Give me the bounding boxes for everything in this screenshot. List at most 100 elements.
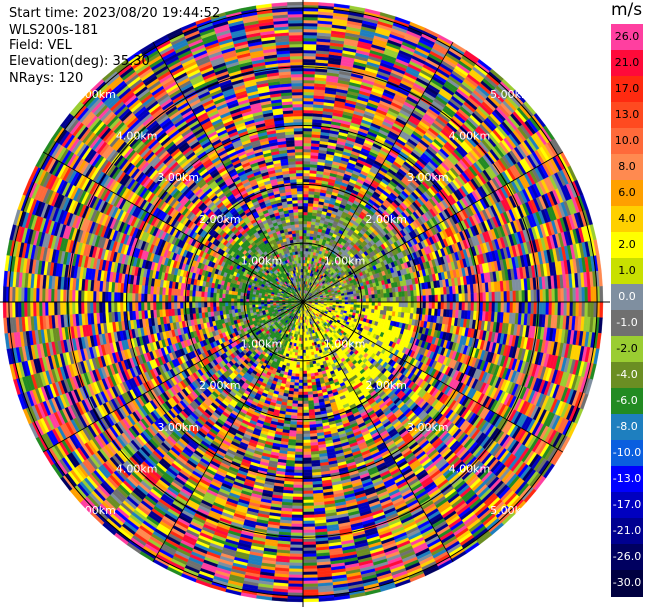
velocity-gate — [302, 211, 308, 216]
velocity-gate — [302, 121, 313, 126]
velocity-gate — [302, 178, 310, 183]
velocity-gate — [353, 293, 357, 297]
velocity-gate — [386, 301, 391, 307]
velocity-gate — [302, 220, 308, 225]
velocity-gate — [302, 184, 310, 189]
velocity-gates — [2, 1, 604, 603]
velocity-gate — [401, 301, 406, 308]
velocity-gate — [452, 301, 457, 311]
velocity-gate — [392, 301, 397, 308]
velocity-gate — [368, 301, 373, 306]
velocity-gate — [306, 229, 311, 234]
velocity-gate — [389, 297, 394, 303]
velocity-gate — [404, 296, 409, 303]
velocity-gate — [458, 293, 463, 303]
velocity-gate — [371, 298, 376, 303]
velocity-gate — [392, 292, 397, 298]
velocity-gate — [307, 217, 312, 222]
velocity-gate — [374, 293, 379, 299]
velocity-gate — [371, 294, 376, 299]
velocity-gate — [356, 304, 361, 309]
velocity-gate — [458, 301, 463, 311]
velocity-gate — [527, 301, 532, 315]
velocity-gate — [449, 293, 454, 303]
velocity-gate — [302, 214, 308, 219]
velocity-gate — [479, 301, 484, 312]
velocity-gate — [353, 296, 358, 300]
velocity-gate — [302, 61, 316, 66]
velocity-gate — [518, 290, 523, 303]
velocity-gate — [401, 307, 406, 313]
velocity-gate — [350, 293, 354, 298]
velocity-gate — [494, 301, 499, 313]
velocity-gate — [368, 294, 373, 299]
velocity-gate — [302, 97, 314, 102]
velocity-gate — [491, 291, 496, 303]
velocity-gate — [539, 301, 544, 315]
velocity-gate — [473, 292, 478, 303]
velocity-gate — [455, 301, 460, 311]
velocity-gate — [302, 127, 313, 132]
velocity-gate — [398, 301, 403, 308]
velocity-gate — [374, 297, 379, 303]
velocity-gate — [344, 297, 349, 300]
velocity-gate — [386, 297, 391, 303]
velocity-gate — [560, 288, 565, 303]
velocity-gate — [347, 296, 352, 300]
velocity-gate — [307, 214, 313, 219]
velocity-gate — [521, 290, 526, 303]
velocity-gate — [371, 301, 376, 306]
velocity-gate — [503, 301, 508, 313]
velocity-gate — [302, 202, 309, 207]
velocity-gate — [302, 1, 319, 6]
velocity-gate — [434, 294, 439, 303]
velocity-gate — [392, 306, 397, 312]
velocity-gate — [302, 217, 308, 222]
velocity-gate — [518, 301, 523, 314]
velocity-gate — [302, 70, 316, 75]
velocity-gate — [302, 31, 318, 36]
velocity-gate — [302, 58, 316, 63]
velocity-gate — [473, 301, 478, 312]
velocity-gate — [374, 301, 379, 307]
velocity-gate — [302, 169, 311, 174]
velocity-gate — [353, 304, 358, 308]
velocity-gate — [305, 238, 310, 243]
velocity-gate — [302, 22, 318, 27]
velocity-gate — [569, 301, 574, 317]
velocity-gate — [500, 301, 505, 313]
velocity-gate — [302, 193, 309, 198]
velocity-gate — [350, 296, 355, 300]
velocity-gate — [410, 296, 415, 303]
velocity-gate — [302, 190, 309, 195]
velocity-gate — [307, 205, 314, 210]
velocity-gate — [539, 289, 544, 303]
velocity-gate — [533, 289, 538, 303]
velocity-gate — [515, 301, 520, 314]
velocity-gate — [557, 301, 562, 316]
velocity-gate — [371, 305, 376, 310]
velocity-gate — [446, 294, 451, 303]
velocity-gate — [368, 305, 373, 310]
velocity-gate — [302, 208, 309, 213]
velocity-gate — [572, 301, 577, 317]
velocity-gate — [302, 199, 309, 204]
velocity-gate — [307, 211, 313, 216]
velocity-gate — [554, 301, 559, 316]
velocity-gate — [302, 52, 317, 57]
velocity-gate — [470, 301, 475, 312]
velocity-gate — [302, 151, 312, 156]
velocity-gate — [380, 301, 385, 307]
velocity-gate — [398, 291, 403, 298]
velocity-gate — [545, 288, 550, 303]
velocity-gate — [302, 28, 318, 33]
velocity-gate — [302, 196, 309, 201]
velocity-gate — [302, 226, 308, 231]
velocity-gate — [542, 301, 547, 315]
velocity-gate — [302, 136, 312, 141]
velocity-gate — [302, 25, 318, 30]
velocity-gate — [488, 301, 493, 313]
velocity-gate — [401, 296, 406, 303]
velocity-gate — [377, 297, 382, 303]
velocity-gate — [347, 294, 351, 298]
